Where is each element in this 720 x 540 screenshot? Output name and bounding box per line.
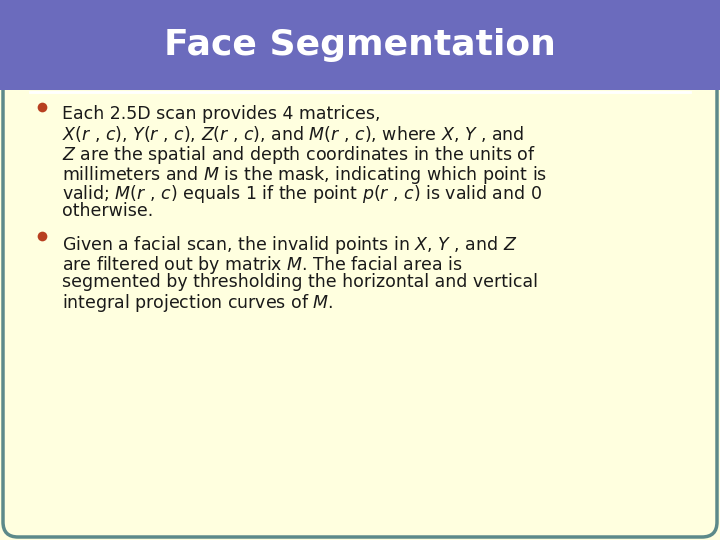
Bar <box>0 0 720 90</box>
Text: millimeters and $\mathit{M}$ is the mask, indicating which point is: millimeters and $\mathit{M}$ is the mask… <box>62 164 547 186</box>
Text: otherwise.: otherwise. <box>62 202 153 220</box>
Text: $\mathit{X}$($r$ , $c$), $\mathit{Y}$($r$ , $c$), $Z$($r$ , $c$), and $\mathit{M: $\mathit{X}$($r$ , $c$), $\mathit{Y}$($r… <box>62 125 524 145</box>
Text: integral projection curves of $\mathit{M}$.: integral projection curves of $\mathit{M… <box>62 293 333 314</box>
Text: Face Segmentation: Face Segmentation <box>164 28 556 62</box>
FancyBboxPatch shape <box>3 0 717 537</box>
Text: are filtered out by matrix $\mathit{M}$. The facial area is: are filtered out by matrix $\mathit{M}$.… <box>62 253 462 275</box>
Text: segmented by thresholding the horizontal and vertical: segmented by thresholding the horizontal… <box>62 273 538 291</box>
Text: valid; $\mathit{M}$($r$ , $c$) equals 1 if the point $p$($r$ , $c$) is valid and: valid; $\mathit{M}$($r$ , $c$) equals 1 … <box>62 183 542 205</box>
Text: Each 2.5D scan provides 4 matrices,: Each 2.5D scan provides 4 matrices, <box>62 105 380 123</box>
Text: Given a facial scan, the invalid points in $\mathit{X}$, $Y$ , and $Z$: Given a facial scan, the invalid points … <box>62 234 517 256</box>
Text: $Z$ are the spatial and depth coordinates in the units of: $Z$ are the spatial and depth coordinate… <box>62 144 536 166</box>
